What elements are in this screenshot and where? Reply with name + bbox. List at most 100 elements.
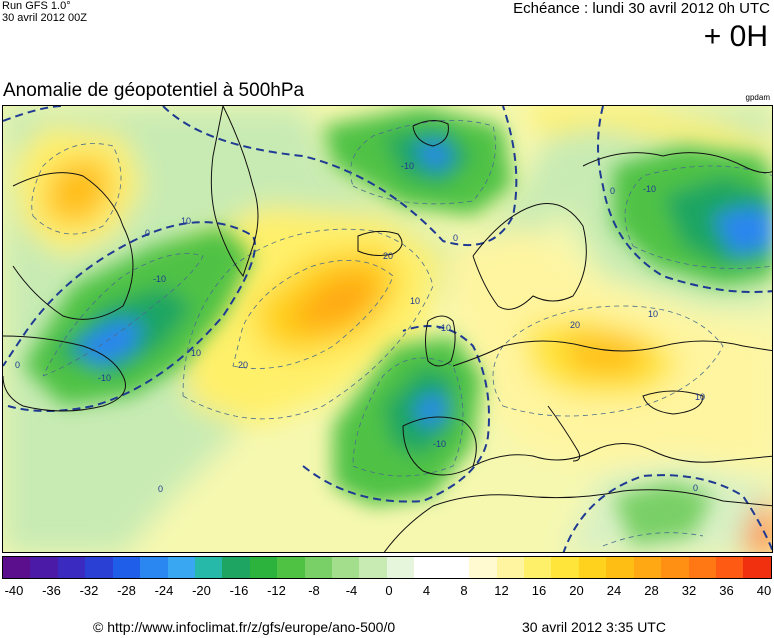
contour-label: 10 <box>410 296 420 306</box>
anomaly-region <box>413 141 453 171</box>
colorbar-label: 0 <box>385 583 393 598</box>
zero-contour <box>3 221 256 412</box>
contour-label: 10 <box>191 348 201 358</box>
colorbar-label: 4 <box>422 583 431 598</box>
colorbar-label: 24 <box>606 583 622 598</box>
contour-label: 0 <box>453 233 458 243</box>
anomaly-region <box>73 321 143 366</box>
colorbar-label: -24 <box>154 583 174 598</box>
coastline-greenland <box>210 106 259 278</box>
coastline-canada <box>12 172 134 320</box>
contour-label: 0 <box>693 483 698 493</box>
contour-label: -10 <box>438 323 451 333</box>
colorbar-swatch <box>57 557 86 578</box>
run-date: 30 avril 2012 00Z <box>2 12 87 24</box>
colorbar-label: 8 <box>460 583 468 598</box>
colorbar-swatch <box>167 557 195 578</box>
anomaly-region <box>613 481 713 546</box>
contour-label: -10 <box>98 373 111 383</box>
contour-label: 0 <box>610 186 615 196</box>
coastline-africa <box>383 489 772 552</box>
zero-contours <box>3 106 772 552</box>
contour-labels: 0 -10 -10 10 20 10 20 10 0 -10 0 -10 10 … <box>15 161 705 494</box>
forecast-label: Echéance : lundi 30 avril 2012 0h UTC <box>513 0 770 17</box>
colorbar-label: 12 <box>494 583 509 598</box>
contour-label: 0 <box>158 484 163 494</box>
anomaly-fields <box>3 106 772 552</box>
colorbar-label: -40 <box>4 583 24 598</box>
contour-label: 10 <box>648 309 658 319</box>
colorbar-label: -8 <box>308 583 320 598</box>
zero-contour <box>597 106 772 293</box>
colorbar-swatch <box>222 557 250 578</box>
anomaly-contour <box>232 260 394 369</box>
contour-label: 20 <box>383 251 393 261</box>
colorbar-swatch <box>688 557 716 578</box>
colorbar-swatch <box>194 557 223 578</box>
colorbar-swatch <box>524 557 552 578</box>
colorbar-swatch <box>578 557 607 578</box>
colorbar-label: 28 <box>644 583 659 598</box>
coastline-europe <box>452 340 772 367</box>
map-title: Anomalie de géopotentiel à 500hPa <box>3 80 305 101</box>
coastline-svalbard <box>412 120 449 147</box>
anomaly-region <box>3 106 772 552</box>
contour-label: -10 <box>153 274 166 284</box>
anomaly-contour <box>352 357 464 477</box>
colorbar-label: -4 <box>345 583 358 598</box>
anomaly-contour <box>602 532 704 547</box>
negative-anomaly-cores <box>23 106 772 546</box>
colorbar-label: -36 <box>42 583 61 598</box>
anomaly-contour <box>42 253 204 377</box>
colorbar-swatch <box>304 557 333 578</box>
zero-contour <box>3 106 64 122</box>
colorbar-label: 40 <box>756 583 772 598</box>
anomaly-region <box>563 336 653 376</box>
lead-time: + 0H <box>703 20 768 53</box>
coastline-iceland <box>357 230 403 256</box>
coastline-north-america <box>3 335 126 412</box>
colorbar-swatch <box>112 557 141 578</box>
anomaly-region <box>713 206 772 256</box>
colorbar-swatch <box>3 557 31 578</box>
coastline-mediterranean <box>472 443 772 467</box>
run-label: Run GFS 1.0° <box>2 0 71 12</box>
contour-label: 10 <box>181 216 191 226</box>
contour-label: 0 <box>145 228 150 238</box>
colorbar-swatch <box>85 557 113 578</box>
colorbar-label: 32 <box>681 583 697 598</box>
zero-contour <box>302 325 490 503</box>
contour-label: 20 <box>570 320 580 330</box>
anomaly-region <box>43 156 113 226</box>
colorbar-label: -20 <box>192 583 211 598</box>
colorbar-swatch <box>249 557 278 578</box>
coastline-black-sea <box>642 390 704 415</box>
colorbar-swatch <box>386 557 415 578</box>
contour-label: 0 <box>15 360 20 370</box>
colorbar-label: 20 <box>569 583 584 598</box>
zero-contour <box>562 474 772 552</box>
colorbar-swatch <box>277 557 305 578</box>
coastlines <box>3 106 772 552</box>
coastline-scandinavia <box>472 203 587 310</box>
contour-label: -10 <box>433 439 446 449</box>
colorbar-swatch <box>140 557 168 578</box>
anomaly-region <box>743 497 772 552</box>
colorbar-swatch <box>496 557 525 578</box>
colorbar-labels: -40 -36 -32 -28 -24 -20 -16 -12 -8 -4 0 4 8 12 16 20 24 2… <box>2 583 772 601</box>
colorbar-swatch <box>743 557 771 578</box>
map-panel: 0 -10 -10 10 20 10 20 10 0 -10 0 -10 10 … <box>2 105 773 553</box>
colorbar-label: 36 <box>719 583 734 598</box>
anomaly-region <box>288 271 378 331</box>
colorbar-label: 16 <box>531 583 547 598</box>
anomaly-contour <box>624 165 772 269</box>
colorbar-swatch <box>359 557 387 578</box>
anomaly-region <box>413 391 448 431</box>
colorbar-swatch <box>332 557 360 578</box>
colorbar-swatch <box>469 557 497 578</box>
colorbar-swatch <box>441 557 470 578</box>
colorbar-label: -12 <box>267 583 286 598</box>
colorbar-label: -16 <box>229 583 249 598</box>
colorbar <box>2 556 772 579</box>
colorbar-label: -32 <box>79 583 99 598</box>
